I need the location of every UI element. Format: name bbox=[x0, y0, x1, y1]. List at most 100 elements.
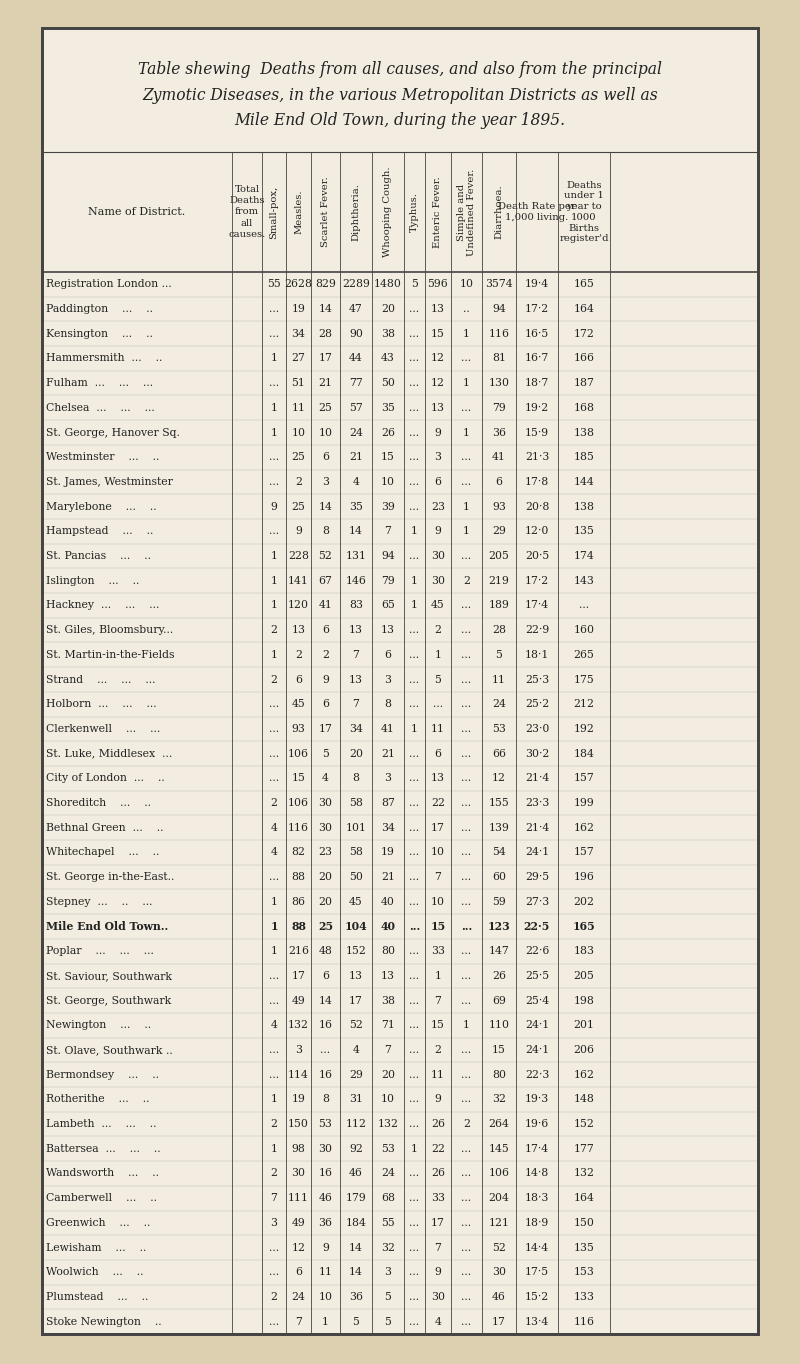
Text: 26: 26 bbox=[431, 1169, 445, 1178]
Text: ...: ... bbox=[321, 1045, 330, 1054]
Text: 166: 166 bbox=[574, 353, 594, 363]
Text: 17: 17 bbox=[492, 1316, 506, 1327]
Text: 47: 47 bbox=[349, 304, 363, 314]
Text: 19: 19 bbox=[291, 1094, 306, 1105]
Text: 1: 1 bbox=[463, 1020, 470, 1030]
Text: 1: 1 bbox=[270, 402, 278, 413]
Text: 23·0: 23·0 bbox=[525, 724, 549, 734]
Text: Mile End Old Town..: Mile End Old Town.. bbox=[46, 921, 168, 932]
Text: 28: 28 bbox=[492, 625, 506, 636]
Text: Clerkenwell    ...    ...: Clerkenwell ... ... bbox=[46, 724, 160, 734]
Text: ...: ... bbox=[410, 896, 419, 907]
Text: 110: 110 bbox=[489, 1020, 510, 1030]
Text: 160: 160 bbox=[574, 625, 594, 636]
Text: 12: 12 bbox=[431, 378, 445, 389]
Text: ...: ... bbox=[410, 1292, 419, 1303]
Text: 141: 141 bbox=[288, 576, 309, 585]
Text: ...: ... bbox=[410, 304, 419, 314]
Text: 116: 116 bbox=[288, 822, 309, 832]
Text: ...: ... bbox=[410, 502, 419, 512]
Text: 22·5: 22·5 bbox=[524, 921, 550, 932]
Text: 205: 205 bbox=[574, 971, 594, 981]
Text: Strand    ...    ...    ...: Strand ... ... ... bbox=[46, 675, 155, 685]
Text: 14·8: 14·8 bbox=[525, 1169, 549, 1178]
Text: 18·1: 18·1 bbox=[525, 649, 549, 660]
Text: 13: 13 bbox=[349, 971, 363, 981]
Text: 152: 152 bbox=[346, 947, 366, 956]
Text: ...: ... bbox=[462, 724, 471, 734]
Text: 2: 2 bbox=[463, 1118, 470, 1129]
Text: 7: 7 bbox=[434, 996, 442, 1005]
Text: 175: 175 bbox=[574, 675, 594, 685]
Text: ...: ... bbox=[269, 329, 279, 338]
Text: 17·2: 17·2 bbox=[525, 304, 549, 314]
Text: 5: 5 bbox=[495, 649, 502, 660]
Text: Bermondsey    ...    ..: Bermondsey ... .. bbox=[46, 1069, 159, 1080]
Text: ...: ... bbox=[410, 1169, 419, 1178]
Text: 174: 174 bbox=[574, 551, 594, 561]
Text: 50: 50 bbox=[349, 872, 363, 883]
Text: 46: 46 bbox=[492, 1292, 506, 1303]
Text: 6: 6 bbox=[495, 477, 502, 487]
Text: ...: ... bbox=[410, 353, 419, 363]
Text: 17·8: 17·8 bbox=[525, 477, 549, 487]
Text: 116: 116 bbox=[489, 329, 510, 338]
Text: City of London  ...    ..: City of London ... .. bbox=[46, 773, 165, 783]
Text: ...: ... bbox=[410, 947, 419, 956]
Text: 48: 48 bbox=[318, 947, 333, 956]
Text: ...: ... bbox=[410, 773, 419, 783]
Text: 19·4: 19·4 bbox=[525, 280, 549, 289]
Text: 53: 53 bbox=[318, 1118, 333, 1129]
Text: 165: 165 bbox=[574, 280, 594, 289]
Text: 130: 130 bbox=[489, 378, 510, 389]
Text: 17·4: 17·4 bbox=[525, 1144, 549, 1154]
Text: 80: 80 bbox=[381, 947, 395, 956]
Text: 2: 2 bbox=[295, 649, 302, 660]
Text: 144: 144 bbox=[574, 477, 594, 487]
Text: ...: ... bbox=[462, 1094, 471, 1105]
Text: 7: 7 bbox=[385, 527, 391, 536]
Text: 59: 59 bbox=[492, 896, 506, 907]
Text: 1: 1 bbox=[434, 971, 442, 981]
Text: 4: 4 bbox=[353, 477, 359, 487]
Text: 30·2: 30·2 bbox=[525, 749, 549, 758]
Text: ...: ... bbox=[462, 625, 471, 636]
Text: 21: 21 bbox=[381, 872, 395, 883]
Text: ...: ... bbox=[410, 700, 419, 709]
Text: 43: 43 bbox=[381, 353, 395, 363]
Text: 13: 13 bbox=[381, 971, 395, 981]
Text: 23·3: 23·3 bbox=[525, 798, 549, 807]
Text: 18·7: 18·7 bbox=[525, 378, 549, 389]
Text: ...: ... bbox=[410, 477, 419, 487]
Text: St. George in-the-East..: St. George in-the-East.. bbox=[46, 872, 174, 883]
Text: 65: 65 bbox=[381, 600, 395, 611]
Text: 1: 1 bbox=[270, 427, 278, 438]
Text: 145: 145 bbox=[489, 1144, 510, 1154]
Text: 32: 32 bbox=[381, 1243, 395, 1252]
Text: ...: ... bbox=[410, 453, 419, 462]
Text: ...: ... bbox=[462, 822, 471, 832]
Text: St. George, Southwark: St. George, Southwark bbox=[46, 996, 171, 1005]
Text: 6: 6 bbox=[434, 477, 442, 487]
Text: ...: ... bbox=[462, 1045, 471, 1054]
Text: 46: 46 bbox=[318, 1194, 333, 1203]
Text: 30: 30 bbox=[291, 1169, 306, 1178]
Text: 1: 1 bbox=[270, 600, 278, 611]
Text: 12: 12 bbox=[431, 353, 445, 363]
Text: 143: 143 bbox=[574, 576, 594, 585]
Text: ...: ... bbox=[462, 1194, 471, 1203]
Text: 28: 28 bbox=[318, 329, 333, 338]
Text: St. George, Hanover Sq.: St. George, Hanover Sq. bbox=[46, 427, 180, 438]
Text: ...: ... bbox=[410, 1045, 419, 1054]
Text: ...: ... bbox=[462, 1218, 471, 1228]
Text: 147: 147 bbox=[489, 947, 510, 956]
Text: ...: ... bbox=[410, 1194, 419, 1203]
Text: 39: 39 bbox=[381, 502, 395, 512]
Text: 33: 33 bbox=[431, 947, 445, 956]
Text: Holborn  ...    ...    ...: Holborn ... ... ... bbox=[46, 700, 157, 709]
Text: 11: 11 bbox=[318, 1267, 333, 1277]
Text: ...: ... bbox=[462, 1316, 471, 1327]
Text: ...: ... bbox=[410, 847, 419, 858]
Text: 41: 41 bbox=[381, 724, 395, 734]
Text: 83: 83 bbox=[349, 600, 363, 611]
